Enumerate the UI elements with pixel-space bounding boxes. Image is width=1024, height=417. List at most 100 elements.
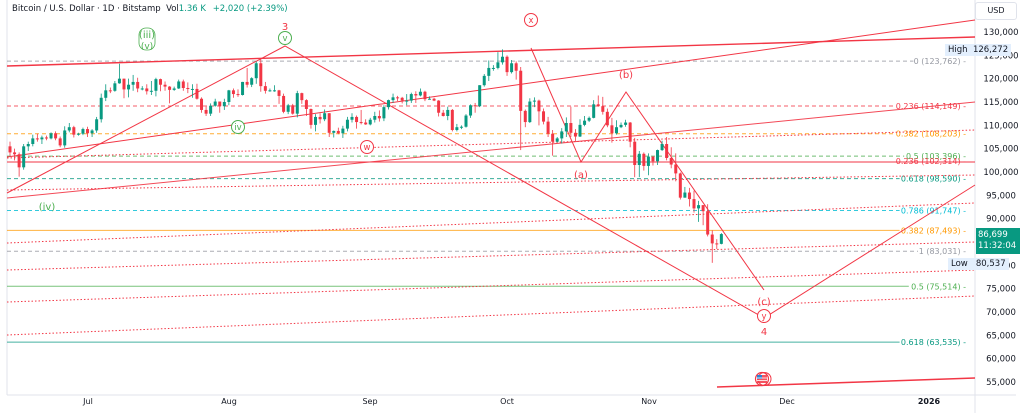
candle-body[interactable]: [218, 101, 222, 107]
candle-body[interactable]: [500, 56, 504, 63]
candle-body[interactable]: [145, 88, 149, 92]
candle-body[interactable]: [200, 98, 204, 110]
candle-body[interactable]: [195, 88, 199, 99]
candle-body[interactable]: [373, 116, 377, 120]
wave-label[interactable]: 3: [282, 22, 288, 33]
candle-body[interactable]: [537, 100, 541, 112]
candle-body[interactable]: [245, 81, 249, 85]
candle-body[interactable]: [678, 173, 682, 198]
wave-label[interactable]: y: [761, 312, 766, 322]
wave-label[interactable]: (iv): [39, 202, 56, 213]
candle-body[interactable]: [250, 78, 254, 85]
candle-body[interactable]: [8, 146, 12, 153]
candle-body[interactable]: [90, 130, 94, 134]
candle-body[interactable]: [286, 105, 290, 112]
candle-body[interactable]: [163, 84, 167, 87]
candle-body[interactable]: [22, 146, 26, 168]
candle-body[interactable]: [692, 199, 696, 209]
candle-body[interactable]: [108, 90, 112, 92]
candle-body[interactable]: [291, 105, 295, 114]
candle-body[interactable]: [624, 122, 628, 125]
candle-body[interactable]: [168, 86, 172, 90]
candle-body[interactable]: [209, 105, 213, 114]
candle-body[interactable]: [350, 116, 354, 120]
candle-body[interactable]: [409, 94, 413, 101]
candle-body[interactable]: [587, 117, 591, 121]
candle-body[interactable]: [177, 81, 181, 89]
wave-label[interactable]: (iii): [139, 30, 155, 41]
candle-body[interactable]: [140, 88, 144, 90]
candle-body[interactable]: [332, 130, 336, 133]
candle-body[interactable]: [683, 192, 687, 198]
symbol-title[interactable]: Bitcoin / U.S. Dollar · 1D · Bitstamp: [12, 4, 161, 14]
wave-label[interactable]: v: [282, 34, 287, 44]
candle-body[interactable]: [17, 154, 21, 168]
candle-body[interactable]: [95, 119, 99, 131]
candle-body[interactable]: [605, 111, 609, 126]
candle-body[interactable]: [67, 127, 71, 131]
wave-label[interactable]: (a): [574, 170, 588, 181]
candle-body[interactable]: [13, 152, 17, 155]
candle-body[interactable]: [227, 90, 231, 103]
candle-body[interactable]: [113, 83, 117, 91]
candle-body[interactable]: [569, 123, 573, 133]
candle-body[interactable]: [674, 164, 678, 174]
candle-body[interactable]: [473, 105, 477, 107]
candle-body[interactable]: [26, 144, 30, 147]
candle-body[interactable]: [58, 138, 62, 146]
candle-body[interactable]: [122, 78, 126, 90]
candle-body[interactable]: [669, 158, 673, 165]
candle-body[interactable]: [596, 104, 600, 107]
candle-body[interactable]: [532, 100, 536, 102]
candle-body[interactable]: [359, 122, 363, 124]
candle-body[interactable]: [282, 95, 286, 112]
candle-body[interactable]: [405, 100, 409, 102]
candle-body[interactable]: [364, 122, 368, 125]
candle-body[interactable]: [455, 127, 459, 131]
wave-label[interactable]: (b): [619, 70, 633, 81]
candle-body[interactable]: [241, 81, 245, 96]
candle-body[interactable]: [519, 70, 523, 111]
candle-body[interactable]: [345, 119, 349, 129]
candle-body[interactable]: [592, 104, 596, 118]
wave-label[interactable]: w: [364, 143, 371, 153]
candle-body[interactable]: [446, 109, 450, 117]
candle-body[interactable]: [614, 127, 618, 134]
rising-channel-upper[interactable]: [6, 19, 976, 158]
candle-body[interactable]: [715, 243, 719, 245]
candle-body[interactable]: [40, 137, 44, 140]
candle-body[interactable]: [31, 138, 35, 145]
candle-body[interactable]: [551, 133, 555, 142]
candle-body[interactable]: [314, 116, 318, 125]
candle-body[interactable]: [259, 63, 263, 87]
candle-body[interactable]: [49, 133, 53, 139]
candle-body[interactable]: [450, 109, 454, 131]
candle-body[interactable]: [154, 79, 158, 91]
rising-channel-lower[interactable]: [6, 101, 976, 199]
candle-body[interactable]: [523, 110, 527, 123]
candle-body[interactable]: [54, 133, 58, 139]
candle-body[interactable]: [573, 132, 577, 137]
candle-body[interactable]: [642, 153, 646, 166]
candle-body[interactable]: [295, 93, 299, 114]
candle-body[interactable]: [368, 119, 372, 125]
candle-body[interactable]: [701, 205, 705, 212]
candle-body[interactable]: [665, 144, 669, 159]
wave-label[interactable]: 4: [761, 327, 767, 338]
candle-body[interactable]: [706, 211, 710, 235]
candle-body[interactable]: [327, 113, 331, 133]
candle-body[interactable]: [619, 124, 623, 128]
candle-body[interactable]: [528, 101, 532, 123]
wave-path-correction[interactable]: [530, 47, 765, 291]
candle-body[interactable]: [459, 126, 463, 128]
candle-body[interactable]: [86, 129, 90, 134]
candle-body[interactable]: [236, 94, 240, 96]
candle-body[interactable]: [355, 116, 359, 123]
candle-body[interactable]: [478, 85, 482, 107]
candle-body[interactable]: [560, 131, 564, 139]
candle-body[interactable]: [437, 100, 441, 113]
candle-body[interactable]: [414, 94, 418, 96]
candle-body[interactable]: [697, 205, 701, 209]
candle-body[interactable]: [719, 234, 723, 244]
